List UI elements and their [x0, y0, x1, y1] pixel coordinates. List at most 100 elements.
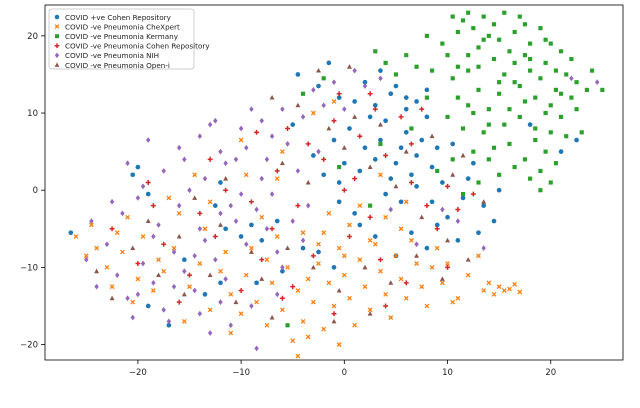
data-point: [507, 286, 512, 292]
data-point: [176, 144, 182, 151]
data-point: [393, 160, 399, 166]
data-point: [218, 268, 223, 274]
data-point: [130, 245, 136, 251]
data-point: [362, 79, 368, 85]
data-point: [367, 114, 373, 120]
data-point: [388, 315, 394, 320]
data-point: [192, 287, 197, 294]
data-point: [166, 318, 172, 325]
data-point: [336, 342, 342, 347]
data-point: [548, 41, 553, 46]
data-point: [435, 168, 440, 174]
data-point: [445, 53, 450, 58]
data-point: [502, 72, 507, 77]
data-point: [125, 214, 130, 220]
data-point: [331, 303, 337, 309]
data-point: [476, 45, 481, 50]
data-point: [424, 303, 430, 309]
data-point: [548, 103, 553, 108]
data-point: [496, 284, 502, 290]
data-point: [197, 225, 203, 232]
data-point: [481, 203, 487, 208]
data-point: [378, 75, 383, 82]
data-point: [207, 272, 213, 278]
data-point: [357, 257, 363, 263]
data-point: [254, 129, 260, 135]
data-point: [517, 114, 522, 119]
data-point: [362, 83, 368, 89]
data-point: [455, 295, 461, 301]
data-point: [254, 206, 259, 213]
data-point: [434, 245, 440, 251]
data-point: [564, 72, 569, 77]
data-point: [295, 288, 301, 293]
data-point: [419, 137, 425, 143]
data-point: [528, 68, 533, 73]
data-point: [393, 253, 399, 259]
data-point: [528, 41, 533, 46]
legend-marker: [54, 62, 60, 67]
data-point: [600, 87, 605, 92]
y-tick-label: 0: [33, 186, 38, 196]
data-point: [341, 187, 347, 193]
data-point: [455, 64, 460, 69]
data-point: [362, 264, 368, 270]
data-point: [543, 110, 548, 116]
data-point: [383, 153, 389, 158]
data-point: [403, 295, 409, 301]
data-point: [538, 168, 543, 174]
data-point: [125, 160, 130, 167]
data-point: [512, 164, 517, 170]
data-point: [445, 264, 451, 270]
data-point: [316, 67, 321, 73]
x-tick-label: −10: [232, 368, 250, 378]
data-point: [233, 156, 239, 163]
data-point: [290, 284, 296, 290]
data-point: [465, 176, 471, 181]
data-point: [362, 145, 368, 151]
data-point: [182, 156, 187, 163]
data-point: [275, 249, 280, 255]
data-point: [486, 33, 491, 38]
data-point: [440, 180, 445, 185]
data-point: [574, 107, 579, 112]
data-point: [192, 252, 197, 259]
data-point: [367, 311, 373, 316]
data-point: [223, 160, 228, 167]
data-point: [352, 322, 358, 328]
data-point: [388, 206, 393, 213]
data-point: [497, 37, 502, 42]
data-point: [274, 168, 280, 174]
data-point: [357, 133, 363, 139]
data-point: [311, 153, 316, 158]
data-point: [414, 99, 419, 104]
data-point: [238, 191, 244, 197]
data-point: [238, 288, 244, 294]
data-point: [228, 291, 234, 297]
data-point: [249, 222, 254, 228]
data-point: [414, 241, 419, 248]
data-point: [548, 180, 553, 185]
legend-entry: COVID +ve Cohen Repository: [54, 13, 172, 22]
data-point: [290, 338, 296, 344]
data-point: [305, 276, 311, 282]
data-point: [564, 134, 569, 139]
data-point: [280, 106, 285, 113]
data-point: [357, 168, 363, 174]
data-point: [409, 230, 414, 236]
data-point: [279, 149, 285, 155]
data-point: [104, 264, 110, 270]
data-point: [207, 156, 213, 162]
data-point: [455, 238, 461, 243]
data-point: [228, 322, 233, 329]
data-point: [445, 183, 451, 189]
data-point: [89, 218, 94, 224]
data-point: [305, 202, 311, 209]
data-point: [377, 257, 383, 263]
data-point: [347, 126, 352, 131]
data-point: [269, 191, 275, 197]
data-point: [192, 195, 198, 200]
data-point: [331, 99, 337, 104]
data-point: [403, 280, 409, 286]
y-tick-label: 20: [27, 32, 38, 42]
